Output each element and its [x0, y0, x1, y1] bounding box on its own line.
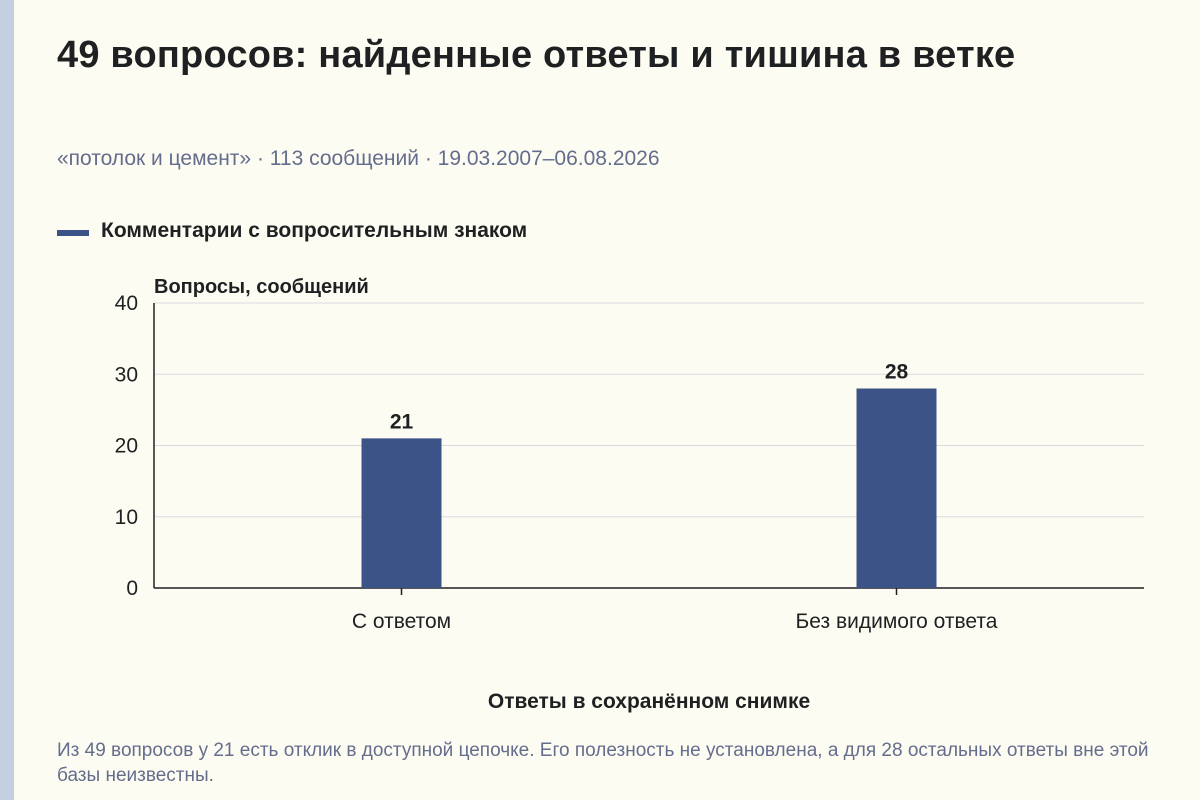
legend-label: Комментарии с вопросительным знаком — [101, 219, 528, 242]
y-tick-label: 10 — [115, 506, 138, 529]
x-axis-label: Ответы в сохранённом снимке — [488, 690, 810, 713]
bar-value-label: 21 — [390, 410, 414, 433]
y-tick-label: 40 — [115, 292, 138, 315]
legend-swatch — [57, 229, 89, 236]
y-tick-label: 20 — [115, 435, 138, 458]
left-accent-bar — [0, 0, 14, 800]
page-title: 49 вопросов: найденные ответы и тишина в… — [57, 34, 1016, 76]
y-tick-label: 0 — [126, 577, 138, 600]
chart-legend: Комментарии с вопросительным знаком — [57, 219, 527, 243]
y-tick-label: 30 — [115, 363, 138, 386]
bar — [856, 388, 937, 588]
bar-value-label: 28 — [885, 361, 909, 384]
y-axis-label: Вопросы, сообщений — [154, 276, 369, 298]
page-subtitle: «потолок и цемент» · 113 сообщений · 19.… — [57, 147, 660, 170]
x-tick-label: Без видимого ответа — [796, 610, 998, 633]
x-tick-label: С ответом — [352, 610, 451, 633]
chart-footnote: Из 49 вопросов у 21 есть отклик в доступ… — [57, 740, 1149, 786]
bar — [361, 438, 442, 588]
